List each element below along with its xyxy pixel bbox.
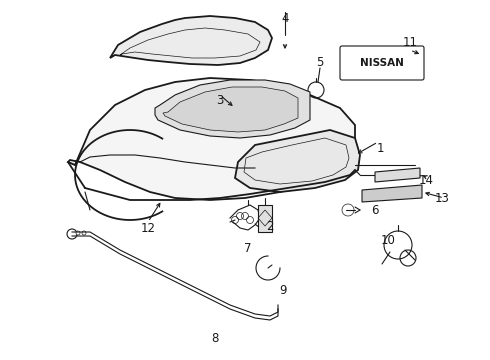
Text: 8: 8 xyxy=(211,332,219,345)
Polygon shape xyxy=(235,130,360,192)
Text: 6: 6 xyxy=(371,203,379,216)
Text: 10: 10 xyxy=(381,234,395,247)
Polygon shape xyxy=(375,168,420,182)
Text: 1: 1 xyxy=(376,141,384,154)
Text: 2: 2 xyxy=(266,220,274,233)
Text: 7: 7 xyxy=(244,242,252,255)
Text: 5: 5 xyxy=(317,55,324,68)
Text: 13: 13 xyxy=(435,192,449,204)
Text: 11: 11 xyxy=(402,36,417,49)
Circle shape xyxy=(76,231,80,235)
Text: NISSAN: NISSAN xyxy=(360,58,404,68)
Text: 3: 3 xyxy=(216,94,224,107)
Polygon shape xyxy=(110,16,272,65)
Text: 4: 4 xyxy=(281,12,289,24)
Polygon shape xyxy=(258,205,272,232)
Polygon shape xyxy=(362,185,422,202)
Text: 14: 14 xyxy=(418,174,434,186)
Circle shape xyxy=(82,231,86,235)
Text: 12: 12 xyxy=(141,221,155,234)
Polygon shape xyxy=(68,78,355,200)
Text: 9: 9 xyxy=(279,284,287,297)
Polygon shape xyxy=(163,87,298,132)
Polygon shape xyxy=(155,80,310,138)
